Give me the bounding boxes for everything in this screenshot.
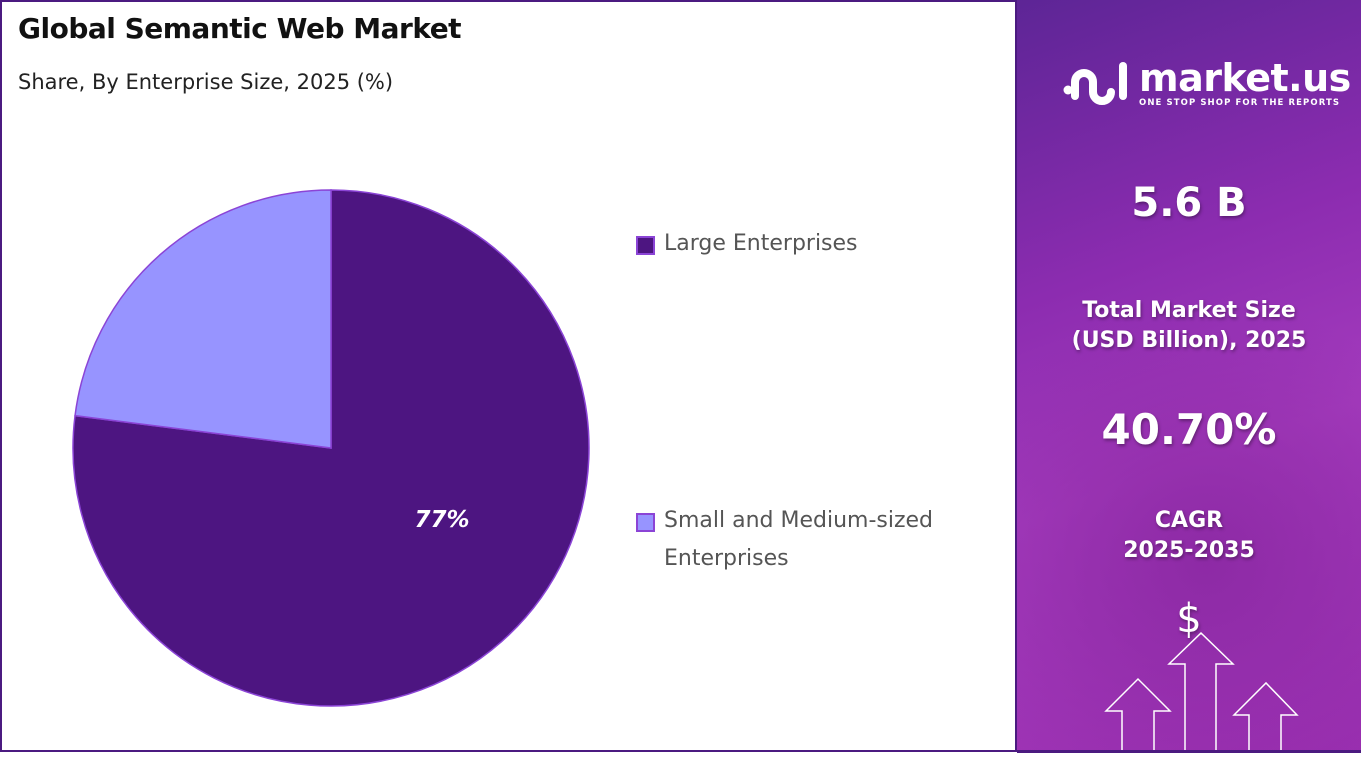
chart-title: Global Semantic Web Market — [18, 12, 462, 45]
market-size-label-year: (USD Billion), 2025 — [1071, 328, 1307, 353]
pie-slice-small-and-medium-sized-enterprises — [74, 189, 332, 449]
market-size-value: 5.6 B — [1131, 180, 1247, 226]
logo-name: market.us — [1139, 56, 1351, 100]
pie-chart: 77% — [72, 189, 590, 707]
market-size-label: Total Market Size — [1082, 298, 1296, 323]
legend-item-large-enterprises: Large Enterprises — [636, 225, 858, 263]
data-label-large-enterprises: 77% — [414, 507, 469, 533]
legend-swatch — [636, 513, 655, 532]
logo-icon — [1063, 62, 1127, 105]
cagr-label: CAGR — [1154, 508, 1224, 533]
growth-arrows-icon — [1104, 631, 1299, 750]
legend-label: Large Enterprises — [664, 231, 858, 256]
legend-item-sme: Small and Medium-sized Enterprises — [636, 502, 976, 578]
market-us-logo: market.us ONE STOP SHOP FOR THE REPORTS — [1063, 56, 1351, 112]
logo-tagline: ONE STOP SHOP FOR THE REPORTS — [1139, 98, 1341, 108]
cagr-period: 2025-2035 — [1123, 538, 1255, 563]
chart-subtitle: Share, By Enterprise Size, 2025 (%) — [18, 70, 394, 94]
dollar-icon: $ — [1176, 596, 1202, 642]
chart-card: Global Semantic Web Market Share, By Ent… — [0, 0, 1017, 752]
legend-swatch — [636, 236, 655, 255]
cagr-value: 40.70% — [1101, 405, 1277, 454]
legend-label: Small and Medium-sized Enterprises — [664, 508, 934, 571]
summary-panel: market.us ONE STOP SHOP FOR THE REPORTS … — [1017, 0, 1361, 753]
